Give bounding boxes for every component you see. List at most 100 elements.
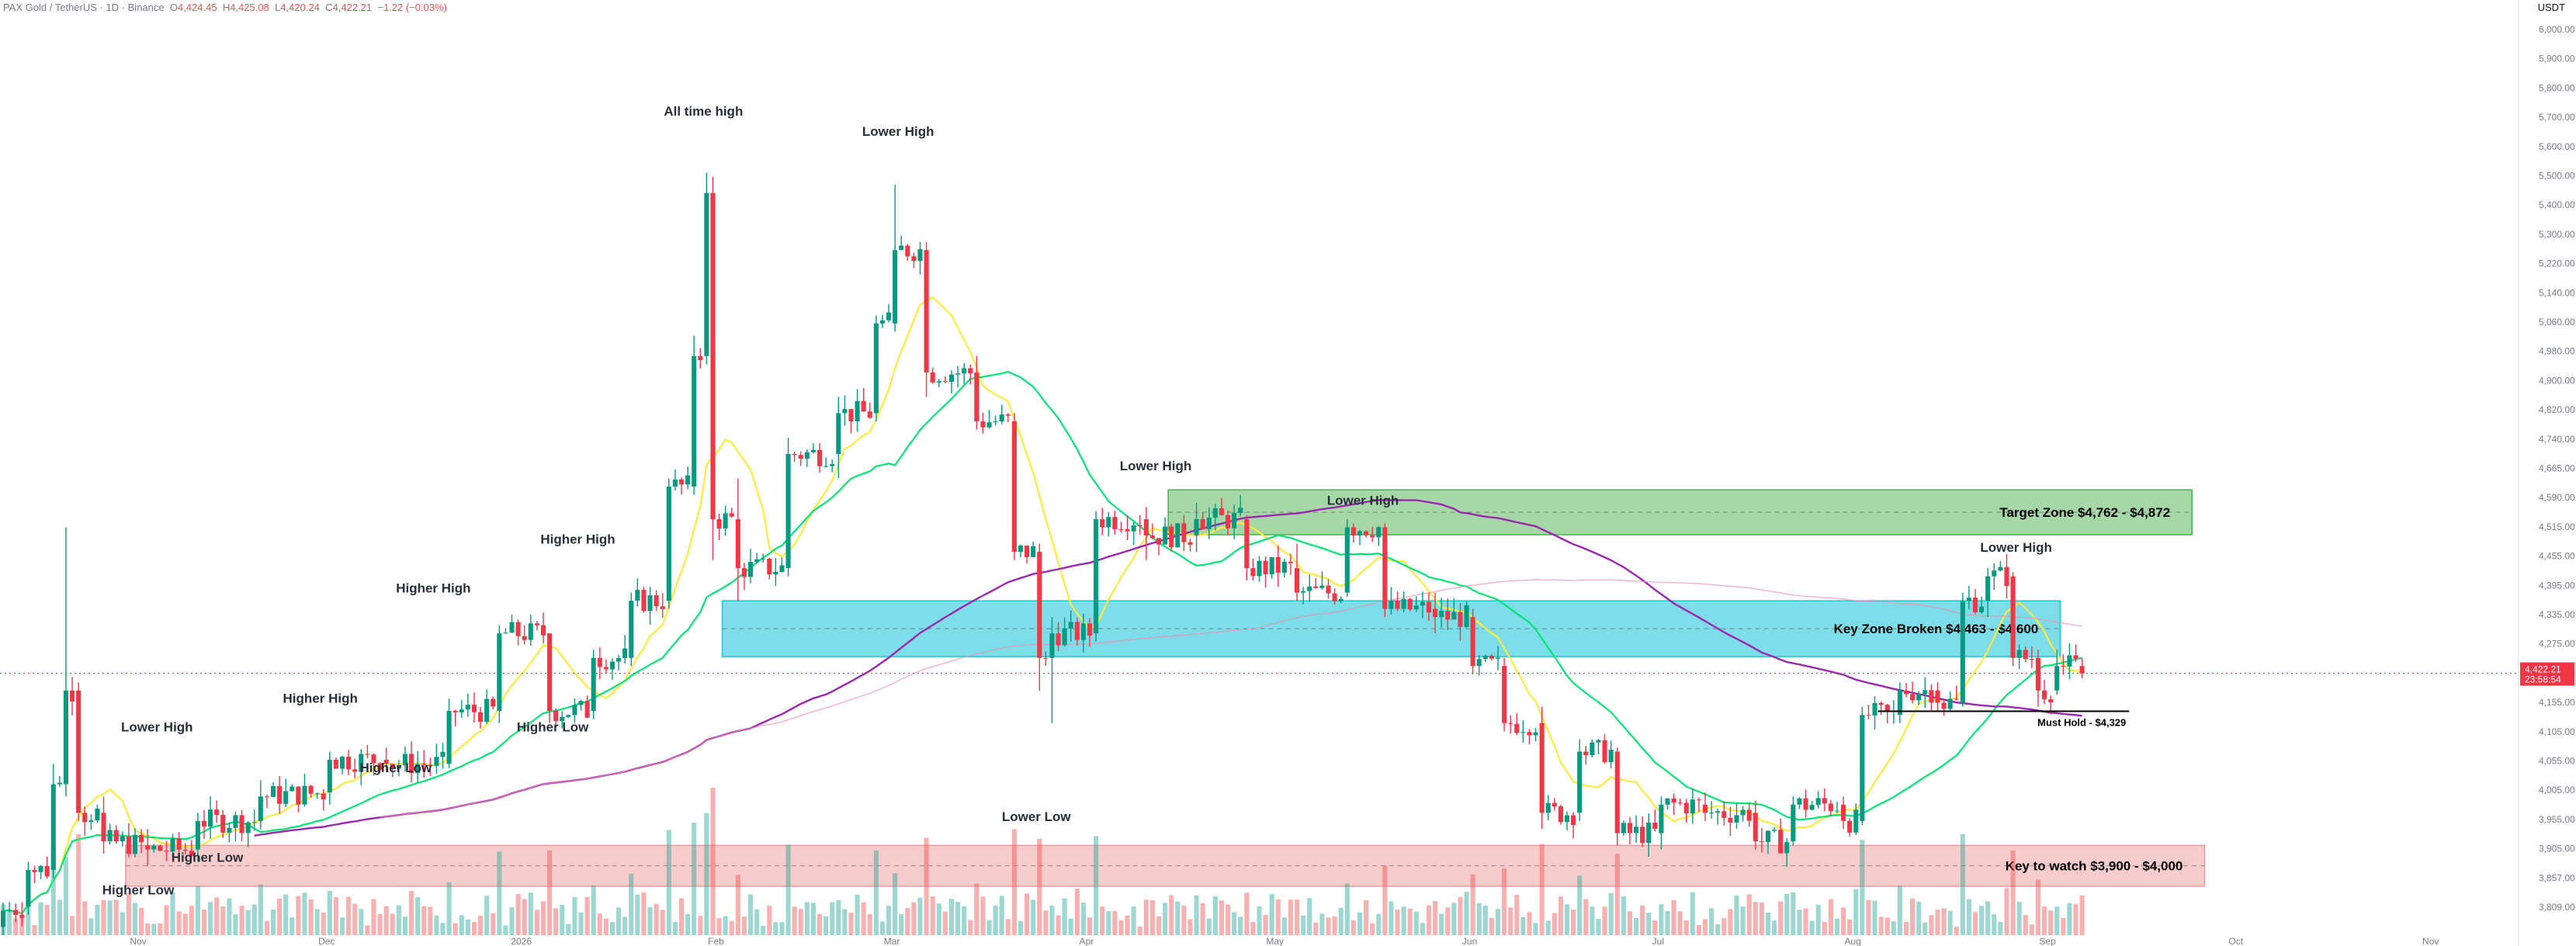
candle-body xyxy=(1558,806,1563,823)
volume-bar xyxy=(1791,892,1796,935)
zone-label: Target Zone $4,762 - $4,872 xyxy=(1999,505,2170,520)
price-tick-label: 4,335.00 xyxy=(2539,609,2575,620)
candle-body xyxy=(1156,538,1162,545)
candle-body xyxy=(810,449,816,452)
candle-body xyxy=(515,622,521,636)
candle-body xyxy=(1841,804,1846,821)
volume-bar xyxy=(1809,920,1815,935)
volume-bar xyxy=(440,923,446,935)
candle-body xyxy=(792,453,797,456)
candle-body xyxy=(377,763,383,771)
volume-bar xyxy=(1690,892,1695,935)
candle-body xyxy=(32,869,37,872)
candle-body xyxy=(503,632,508,634)
candle-body xyxy=(428,764,433,766)
volume-bar xyxy=(1683,920,1689,935)
volume-bar xyxy=(352,903,358,935)
volume-bar xyxy=(101,899,106,935)
volume-bar xyxy=(591,885,596,935)
moving-average-line xyxy=(2,370,2082,915)
volume-bar xyxy=(1571,909,1576,935)
candle-body xyxy=(239,815,244,833)
candle-body xyxy=(195,820,200,850)
candle-body xyxy=(1357,531,1363,536)
candle-body xyxy=(917,249,923,262)
volume-bar xyxy=(2010,851,2016,935)
volume-bar xyxy=(798,909,803,935)
candle-body xyxy=(873,323,879,414)
volume-bar xyxy=(1131,906,1136,935)
candle-body xyxy=(603,667,608,670)
low-value: 4,420.24 xyxy=(280,2,320,13)
candle-body xyxy=(2023,650,2028,659)
volume-bar xyxy=(139,907,144,935)
candle-body xyxy=(1319,585,1325,588)
volume-bar xyxy=(2073,903,2078,935)
volume-bar xyxy=(993,905,998,935)
volume-bar xyxy=(434,915,439,935)
volume-bar xyxy=(1194,895,1199,935)
candle-body xyxy=(233,815,238,828)
candle-body xyxy=(1866,715,1871,716)
candle-body xyxy=(816,449,823,466)
volume-bar xyxy=(1703,919,1708,935)
price-tick-label: 4,590.00 xyxy=(2539,492,2575,503)
volume-bar xyxy=(1992,914,1997,935)
volume-layer xyxy=(1,788,2085,935)
volume-bar xyxy=(678,898,685,935)
swing-annotation: Higher Low xyxy=(172,850,244,865)
candle-body xyxy=(848,409,854,421)
currency-label[interactable]: USDT xyxy=(2537,2,2565,13)
candle-body xyxy=(654,595,659,607)
candle-body xyxy=(415,764,421,774)
volume-bar xyxy=(509,907,515,935)
candle-body xyxy=(1087,623,1093,636)
candle-body xyxy=(767,558,772,575)
volume-bar xyxy=(1094,836,1099,935)
volume-bar xyxy=(1495,909,1501,935)
swing-annotation: All time high xyxy=(664,104,743,119)
volume-bar xyxy=(629,873,634,935)
candle-body xyxy=(1043,657,1049,659)
volume-bar xyxy=(1621,896,1626,935)
volume-bar xyxy=(158,923,163,935)
volume-bar xyxy=(1476,903,1482,935)
volume-bar xyxy=(710,788,716,935)
candle-body xyxy=(82,813,88,823)
volume-bar xyxy=(1382,865,1388,935)
current-price-label: 4,422.21 xyxy=(2525,664,2561,675)
candle-body xyxy=(1583,751,1589,756)
candle-body xyxy=(798,455,803,459)
price-tick-label: 5,900.00 xyxy=(2539,54,2575,64)
candle-body xyxy=(1187,542,1193,546)
moving-average-line xyxy=(254,499,2082,837)
volume-bar xyxy=(1187,919,1193,935)
candle-body xyxy=(999,414,1004,422)
candle-body xyxy=(1011,421,1017,553)
price-tick-label: 3,905.00 xyxy=(2539,844,2575,854)
candle-body xyxy=(522,636,527,640)
volume-bar xyxy=(578,912,584,935)
candle-body xyxy=(434,757,439,766)
volume-bar xyxy=(1935,910,1940,935)
volume-bar xyxy=(666,830,671,935)
volume-bar xyxy=(848,913,854,935)
volume-bar xyxy=(2035,879,2040,935)
candle-body xyxy=(1439,611,1444,618)
candle-body xyxy=(258,796,263,821)
volume-bar xyxy=(491,913,496,935)
volume-bar xyxy=(1929,915,1934,935)
candle-body xyxy=(1791,804,1796,842)
volume-bar xyxy=(38,902,43,935)
candle-body xyxy=(660,606,665,609)
candle-body xyxy=(616,657,622,662)
volume-bar xyxy=(32,925,37,935)
swing-annotation: Lower High xyxy=(1980,540,2052,555)
volume-bar xyxy=(346,896,352,935)
volume-bar xyxy=(1250,921,1256,935)
candle-body xyxy=(553,711,559,722)
candle-body xyxy=(1301,591,1306,593)
candle-body xyxy=(308,785,314,794)
candle-body xyxy=(647,595,653,612)
